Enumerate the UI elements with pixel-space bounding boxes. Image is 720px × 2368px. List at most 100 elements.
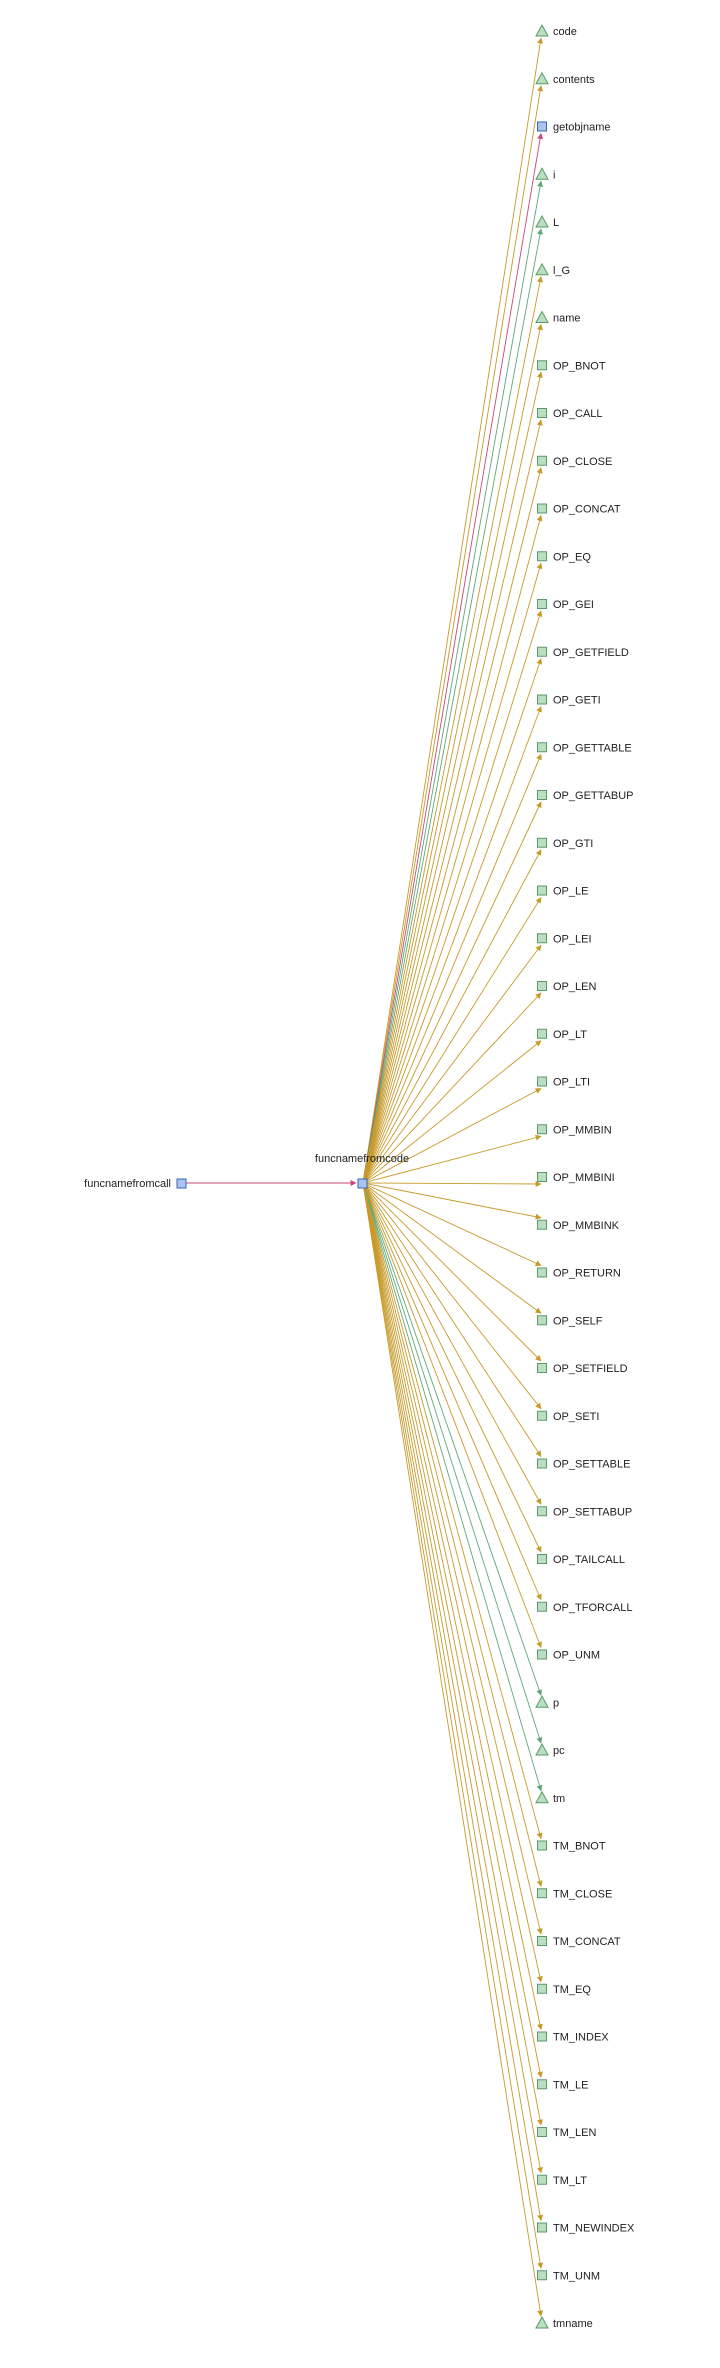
node-op-gei-label: OP_GEI (553, 599, 594, 611)
node-tm-unm[interactable] (537, 2270, 547, 2281)
node-tm-le[interactable] (537, 2079, 547, 2090)
edge-to-tm-unm (362, 1182, 544, 2269)
node-op-tailcall[interactable] (537, 1554, 547, 1564)
node-op-settable[interactable] (537, 1458, 547, 1469)
node-tm-close[interactable] (537, 1888, 547, 1899)
node-op-mmbin[interactable] (537, 1124, 547, 1135)
node-op-tailcall-label: OP_TAILCALL (553, 1554, 625, 1566)
node-funcnamefromcode-label: funcnamefromcode (315, 1153, 409, 1165)
node-op-close[interactable] (537, 455, 547, 466)
edge-to-op-tailcall (362, 1182, 542, 1553)
node-tm-eq[interactable] (537, 1983, 547, 1994)
node-op-close-label: OP_CLOSE (553, 456, 612, 468)
node-tm-newindex[interactable] (537, 2222, 547, 2233)
edge-to-op-close (362, 467, 543, 1184)
node-tm-index-label: TM_INDEX (553, 2032, 609, 2044)
node-tm-close-label: TM_CLOSE (553, 1888, 612, 1900)
node-op-unm-label: OP_UNM (553, 1650, 600, 1662)
node-code[interactable] (535, 23, 549, 37)
node-op-eq-label: OP_EQ (553, 551, 591, 563)
node-op-lt[interactable] (537, 1028, 547, 1039)
node-op-tforcall[interactable] (537, 1601, 547, 1612)
edge-to-op-gettable (362, 753, 542, 1184)
node-tm-unm-label: TM_UNM (553, 2270, 600, 2282)
node-op-seti[interactable] (537, 1410, 547, 1421)
edge-to-op-settable (362, 1182, 542, 1458)
node-tm-concat[interactable] (537, 1936, 547, 1946)
node-op-mmbin-label: OP_MMBIN (553, 1124, 612, 1136)
edge-to-pc (362, 1182, 543, 1744)
node-funcnamefromcode[interactable] (357, 1178, 368, 1189)
node-l-g[interactable] (535, 262, 549, 276)
node-op-settabup[interactable] (537, 1506, 547, 1517)
edge-to-op-lti (362, 1088, 542, 1184)
node-tm-lt[interactable] (537, 2174, 547, 2185)
node-op-gti[interactable] (537, 837, 547, 848)
node-p[interactable] (535, 1695, 549, 1708)
node-funcnamefromcall[interactable] (176, 1178, 187, 1189)
node-op-lti[interactable] (537, 1076, 547, 1087)
node-op-mmbink[interactable] (537, 1219, 547, 1230)
edge-to-tmname (362, 1182, 544, 2317)
node-op-gettable-label: OP_GETTABLE (553, 742, 632, 754)
node-op-getfield[interactable] (537, 646, 547, 657)
edge-to-op-len (362, 992, 542, 1184)
edge-to-tm-index (362, 1182, 543, 2031)
node-op-setfield[interactable] (537, 1363, 547, 1373)
edge-to-tm-newindex (362, 1182, 544, 2222)
edge-to-op-mmbink (362, 1182, 542, 1220)
node-tmname[interactable] (535, 2315, 549, 2329)
node-op-concat[interactable] (537, 503, 547, 514)
edge-to-tm (362, 1182, 543, 1792)
node-op-unm[interactable] (537, 1649, 547, 1660)
node-contents[interactable] (535, 71, 549, 85)
node-contents-label: contents (553, 74, 595, 86)
edge-to-l (362, 228, 543, 1184)
edge-to-tm-le (362, 1182, 543, 2078)
node-op-lei[interactable] (537, 933, 547, 944)
edge-to-contents (362, 85, 544, 1184)
node-op-getfield-label: OP_GETFIELD (553, 647, 629, 659)
node-op-gettable[interactable] (537, 742, 547, 753)
node-tm-lt-label: TM_LT (553, 2175, 587, 2187)
node-op-len[interactable] (537, 981, 547, 991)
node-op-bnot[interactable] (537, 360, 547, 371)
node-getobjname[interactable] (537, 121, 547, 132)
edge-to-op-bnot (362, 371, 543, 1184)
node-tm-label: tm (553, 1793, 565, 1805)
edge-to-op-setfield (362, 1182, 542, 1362)
node-l-label: L (553, 217, 559, 229)
node-op-return[interactable] (537, 1267, 547, 1278)
node-op-gei[interactable] (537, 599, 547, 609)
node-op-geti[interactable] (537, 694, 547, 705)
node-op-mmbini[interactable] (537, 1172, 547, 1182)
node-op-gettabup-label: OP_GETTABUP (553, 790, 633, 802)
node-name[interactable] (535, 310, 549, 323)
node-op-mmbini-label: OP_MMBINI (553, 1172, 615, 1184)
node-l[interactable] (535, 214, 549, 228)
node-i[interactable] (535, 167, 549, 180)
edge-to-op-lt (362, 1040, 542, 1184)
node-tm-newindex-label: TM_NEWINDEX (553, 2223, 635, 2235)
edge-to-op-unm (362, 1182, 542, 1649)
node-tm[interactable] (535, 1790, 549, 1804)
edge-to-op-tforcall (362, 1182, 542, 1601)
edge-to-tm-len (362, 1182, 543, 2126)
edge-to-tm-close (362, 1182, 543, 1887)
node-op-le[interactable] (537, 885, 547, 896)
node-op-self[interactable] (537, 1315, 547, 1326)
node-tm-index[interactable] (537, 2031, 547, 2042)
node-tm-len-label: TM_LEN (553, 2127, 596, 2139)
node-op-geti-label: OP_GETI (553, 695, 601, 707)
node-op-gti-label: OP_GTI (553, 838, 593, 850)
edge-to-op-seti (362, 1182, 542, 1410)
node-pc[interactable] (535, 1742, 549, 1756)
edge-to-op-gti (362, 849, 542, 1184)
node-tm-len[interactable] (537, 2127, 547, 2137)
node-op-call[interactable] (537, 408, 547, 418)
node-op-eq[interactable] (537, 551, 547, 562)
node-tm-bnot[interactable] (537, 1840, 547, 1851)
node-funcnamefromcall-label: funcnamefromcall (84, 1178, 171, 1190)
edge-to-op-getfield (362, 658, 543, 1184)
node-op-gettabup[interactable] (537, 790, 547, 800)
